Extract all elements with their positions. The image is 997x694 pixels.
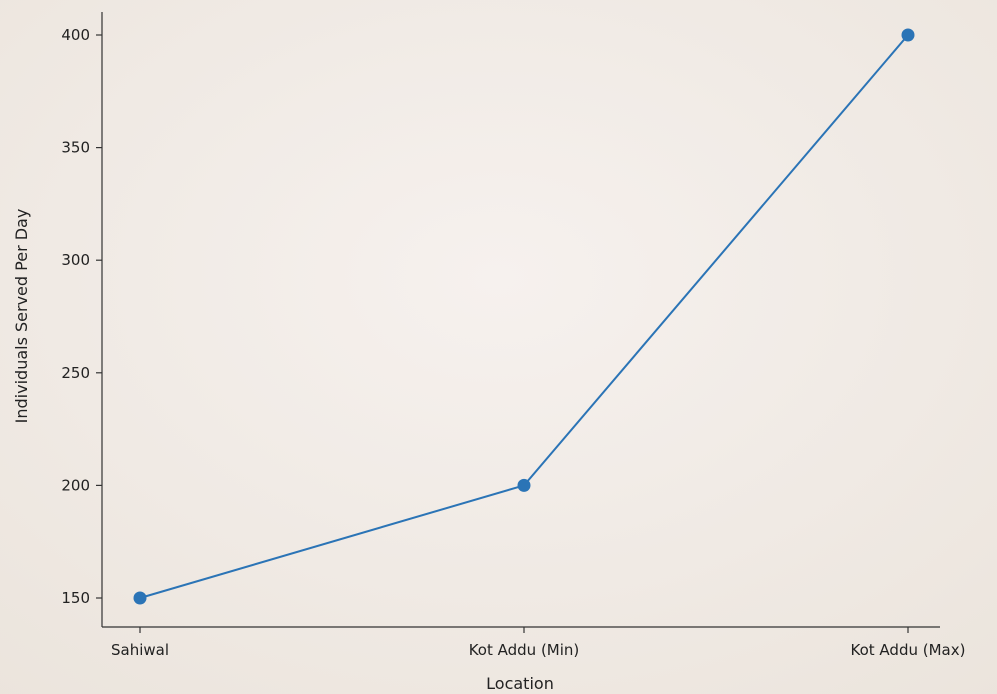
x-axis: Sahiwal Kot Addu (Min) Kot Addu (Max) xyxy=(102,626,966,659)
x-axis-label: Location xyxy=(486,674,554,693)
x-tick-label: Kot Addu (Min) xyxy=(469,641,580,659)
y-tick-label: 350 xyxy=(61,139,90,157)
data-point xyxy=(901,28,915,42)
y-tick-label: 150 xyxy=(61,589,90,607)
data-point xyxy=(517,478,531,492)
x-tick-label: Kot Addu (Max) xyxy=(851,641,966,659)
x-tick-label: Sahiwal xyxy=(111,641,169,659)
data-point xyxy=(133,591,147,605)
y-tick-label: 200 xyxy=(61,476,90,494)
y-axis-label: Individuals Served Per Day xyxy=(12,209,31,424)
y-tick-label: 250 xyxy=(61,364,90,382)
y-tick-label: 400 xyxy=(61,26,90,44)
series-layer xyxy=(133,28,915,605)
y-axis: 150 200 250 300 350 400 xyxy=(61,12,103,627)
y-tick-label: 300 xyxy=(61,251,90,269)
